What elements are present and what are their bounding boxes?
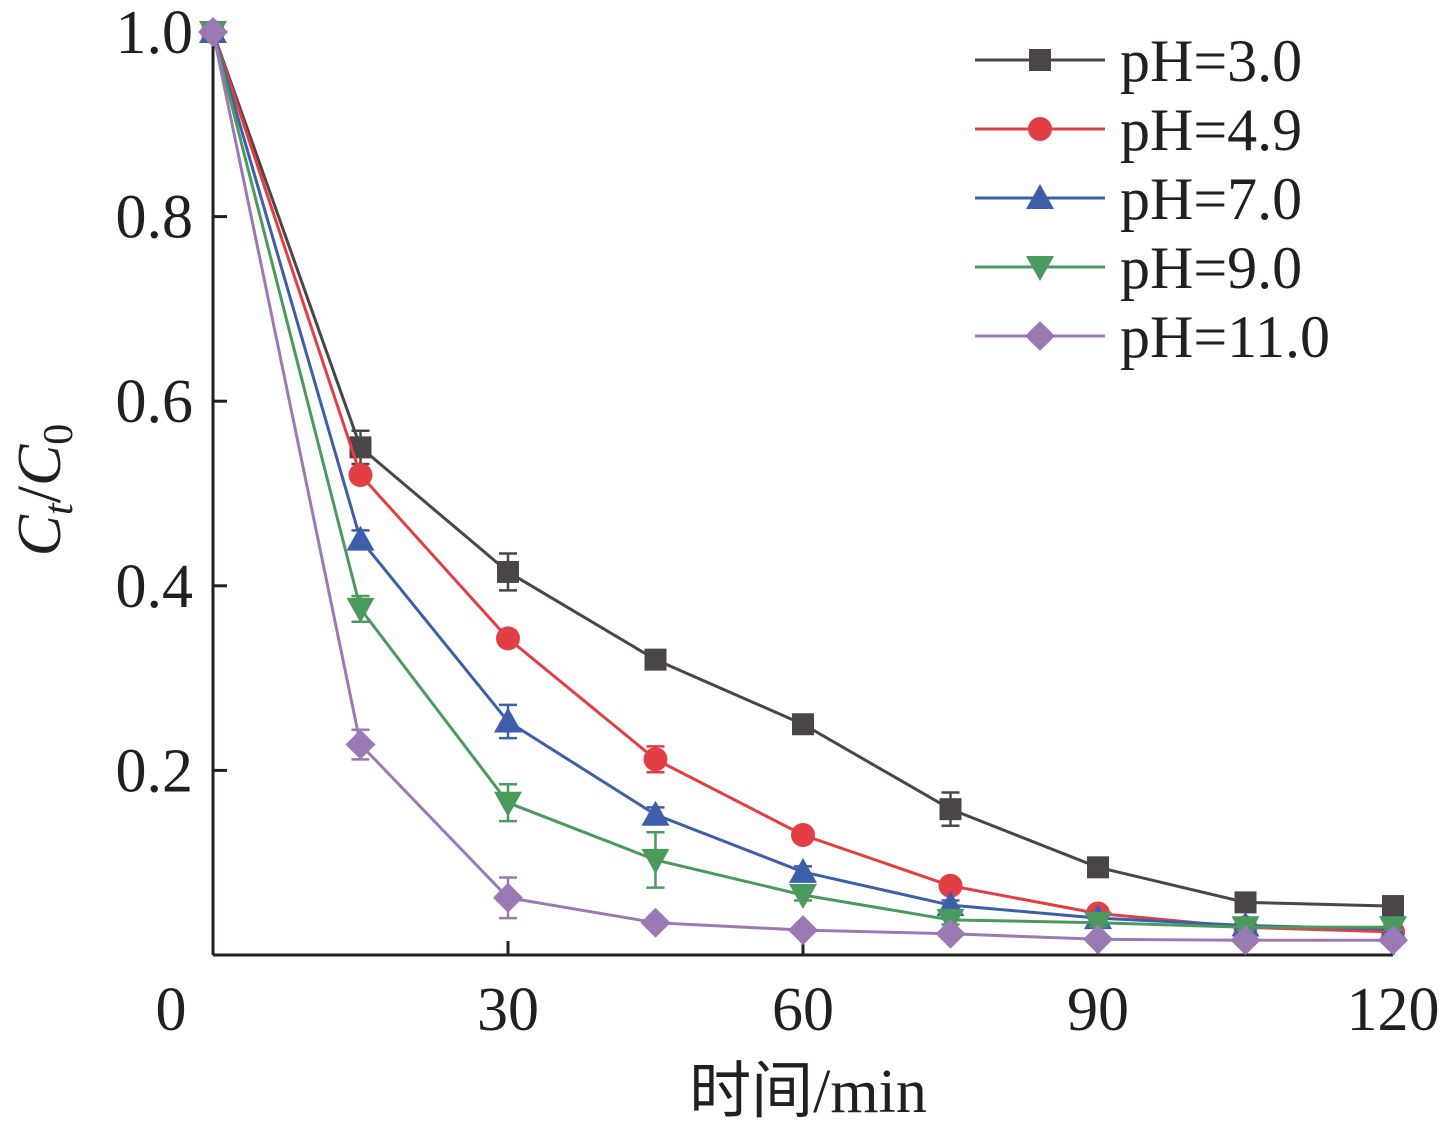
data-point [494,791,522,817]
data-point [1083,924,1113,955]
x-tick-label: 120 [1347,976,1440,1044]
data-point [643,747,668,772]
legend-item: pH=4.9 [975,97,1302,163]
legend-item: pH=11.0 [975,304,1330,370]
series-layer [198,17,1408,956]
y-tick-label: 0.8 [116,184,194,252]
y-axis-title: Ct/C0 [6,424,82,557]
data-point [1084,911,1112,937]
x-tick-label: 60 [772,976,834,1044]
data-point [349,436,372,459]
data-point [1087,856,1109,879]
legend-label: pH=11.0 [1120,304,1330,370]
data-point [345,729,376,760]
x-axis-title: 时间/min [689,1058,927,1126]
data-point [1234,891,1257,914]
x-tick-label: 0 [156,976,187,1044]
data-point [494,707,522,733]
legend-item: pH=3.0 [975,28,1302,94]
axes: 0 30 60 90 120 0.2 0.4 0.6 0.8 1.0 [116,0,1440,1044]
data-point [641,800,670,826]
x-tick-label: 90 [1067,976,1129,1044]
data-point [935,918,966,949]
y-axis-title-c2: C [6,444,74,486]
data-point [493,882,523,913]
data-point [789,884,817,910]
y-tick-label: 0.4 [116,553,194,621]
data-point [791,823,815,848]
data-point [640,907,671,938]
legend-item: pH=9.0 [975,235,1302,301]
legend-item: pH=7.0 [975,166,1302,232]
legend-marker [1029,49,1051,71]
x-tick-label: 30 [477,976,539,1044]
legend-marker [1028,117,1052,141]
series-1 [202,21,1404,918]
legend-label: pH=4.9 [1120,97,1302,163]
y-axis-title-slash: / [6,485,74,503]
data-point [496,626,520,651]
data-point [644,648,667,671]
legend-label: pH=7.0 [1120,166,1302,232]
data-point [939,798,962,821]
data-point [1382,895,1404,918]
legend: pH=3.0pH=4.9pH=7.0pH=9.0pH=11.0 [975,28,1330,370]
data-point [792,713,814,736]
y-tick-label: 0.6 [116,368,194,436]
data-point [641,848,670,874]
data-point [346,525,375,551]
y-axis-title-sub-t: t [36,502,82,515]
legend-label: pH=9.0 [1120,235,1302,301]
data-point [497,560,519,583]
data-point [789,857,817,883]
data-point [1230,925,1261,956]
y-axis-title-c: C [6,514,74,556]
legend-marker [1026,184,1054,209]
data-point [1378,925,1408,956]
data-point [938,873,963,898]
legend-marker [1026,256,1054,281]
y-tick-label: 0.2 [116,737,194,805]
series-5 [198,17,1408,956]
y-axis-title-sub-0: 0 [36,424,82,445]
legend-label: pH=3.0 [1120,28,1302,94]
data-point [198,17,228,47]
legend-marker [1025,321,1055,351]
data-point [788,915,818,946]
y-tick-label: 1.0 [116,0,194,67]
data-point [346,597,375,623]
data-point [348,463,373,488]
